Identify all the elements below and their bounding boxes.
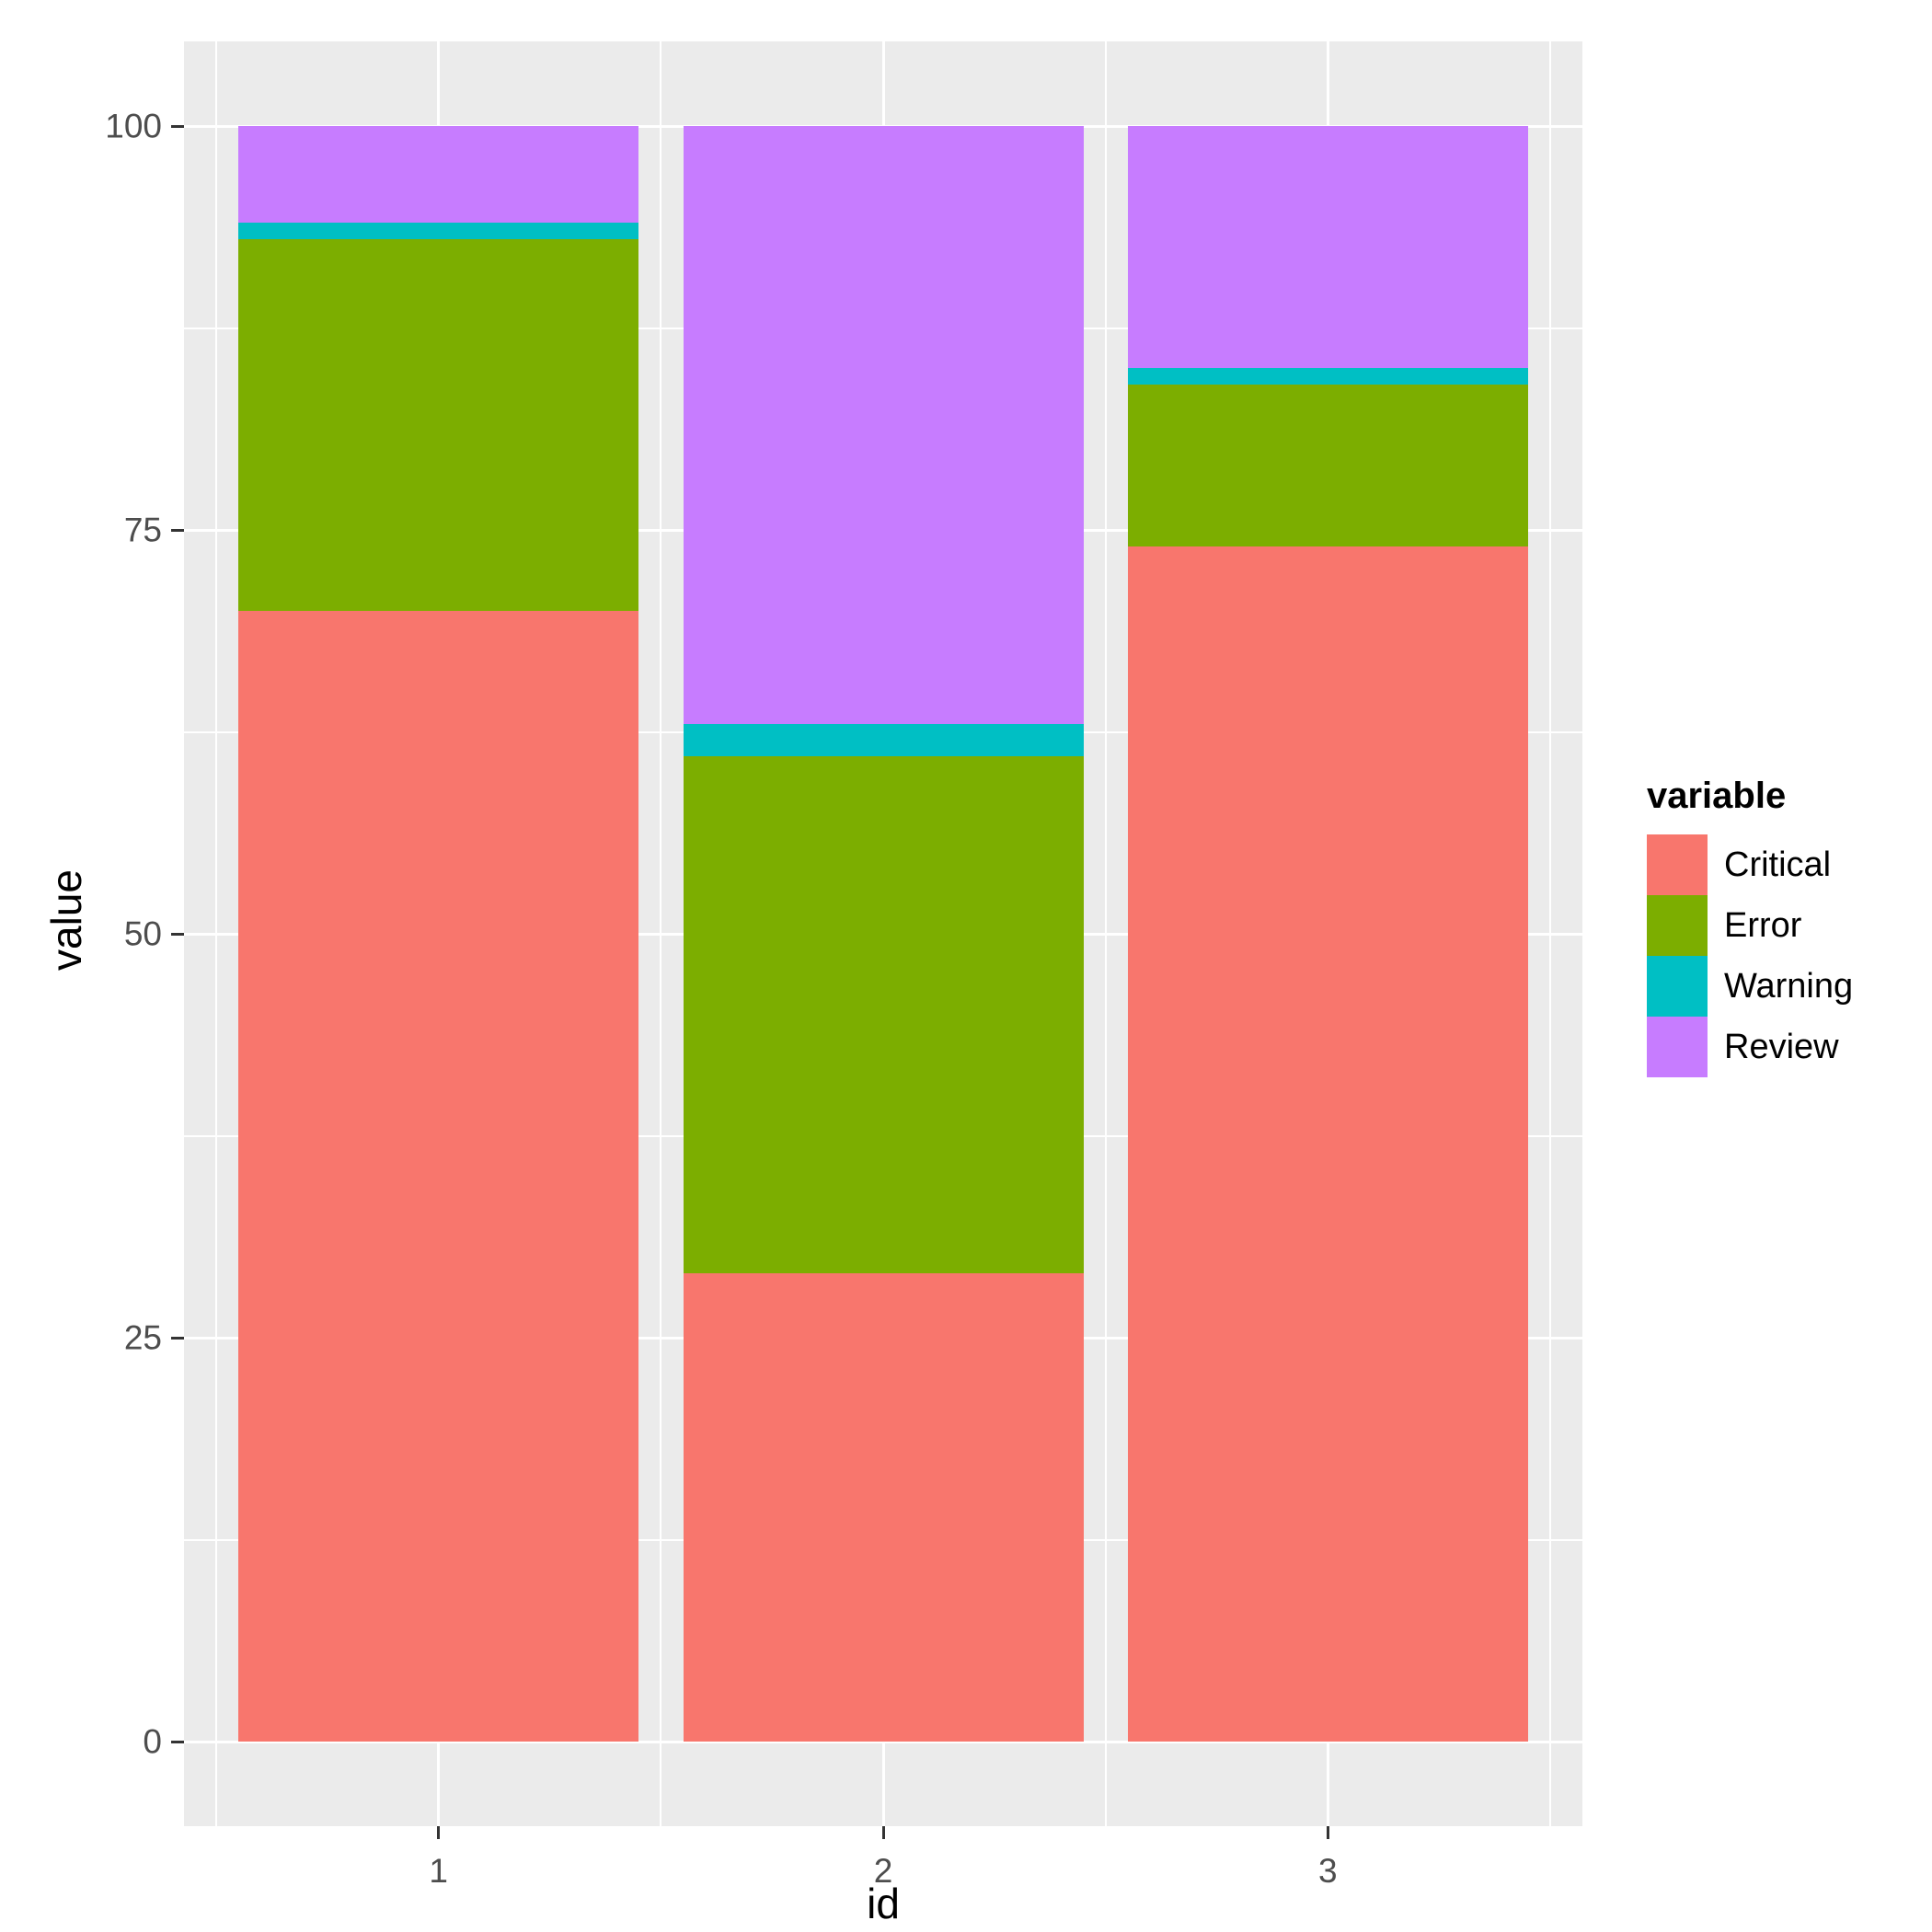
y-tick-label: 100	[105, 107, 162, 145]
legend-label-critical: Critical	[1724, 845, 1832, 884]
legend-title: variable	[1647, 776, 1787, 816]
y-tick-mark	[171, 1336, 184, 1340]
legend-label-review: Review	[1724, 1028, 1839, 1066]
error-legend-key-swatch	[1647, 895, 1708, 956]
x-axis-title: id	[867, 1880, 900, 1927]
legend-item-critical: Critical	[1647, 834, 1853, 895]
x-tick-label: 2	[873, 1852, 893, 1890]
review-legend-key-swatch	[1647, 1017, 1708, 1077]
plot-panel	[184, 41, 1582, 1826]
y-tick-mark	[171, 932, 184, 936]
legend-item-review: Review	[1647, 1017, 1853, 1077]
bar-segment-1-critical	[238, 610, 639, 1742]
gridline-minor-vertical	[1104, 41, 1107, 1826]
x-tick-mark	[1326, 1826, 1329, 1839]
legend-items: Critical Error Warning Review	[1647, 834, 1853, 1077]
bar-segment-3-error	[1127, 384, 1528, 546]
y-tick-mark	[171, 1740, 184, 1743]
bar-segment-3-review	[1127, 126, 1528, 369]
y-tick-mark	[171, 124, 184, 128]
gridline-minor-vertical	[1549, 41, 1551, 1826]
y-tick-label: 75	[123, 511, 162, 549]
legend: variable Critical Error Warning Review	[1647, 777, 1853, 1077]
bar-segment-1-error	[238, 238, 639, 611]
bar-segment-3-critical	[1127, 546, 1528, 1742]
gridline-minor-vertical	[660, 41, 662, 1826]
bar-segment-2-review	[683, 126, 1084, 724]
bar-segment-3-warning	[1127, 368, 1528, 385]
warning-legend-key-swatch	[1647, 956, 1708, 1017]
legend-item-warning: Warning	[1647, 956, 1853, 1017]
x-tick-mark	[437, 1826, 441, 1839]
y-tick-label: 0	[143, 1722, 162, 1761]
x-tick-label: 1	[429, 1852, 448, 1890]
gridline-minor-vertical	[215, 41, 217, 1826]
bar-segment-1-warning	[238, 223, 639, 239]
legend-label-warning: Warning	[1724, 967, 1854, 1006]
critical-legend-key-swatch	[1647, 834, 1708, 895]
bar-segment-2-critical	[683, 1272, 1084, 1742]
x-tick-mark	[881, 1826, 885, 1839]
bar-segment-1-review	[238, 126, 639, 224]
y-tick-label: 25	[123, 1318, 162, 1357]
bar-segment-2-error	[683, 755, 1084, 1273]
y-tick-label: 50	[123, 914, 162, 953]
x-tick-label: 3	[1318, 1852, 1338, 1890]
bar-segment-2-warning	[683, 723, 1084, 756]
legend-label-error: Error	[1724, 906, 1802, 945]
y-tick-mark	[171, 528, 184, 532]
y-axis-title: value	[42, 869, 90, 971]
legend-item-error: Error	[1647, 895, 1853, 956]
